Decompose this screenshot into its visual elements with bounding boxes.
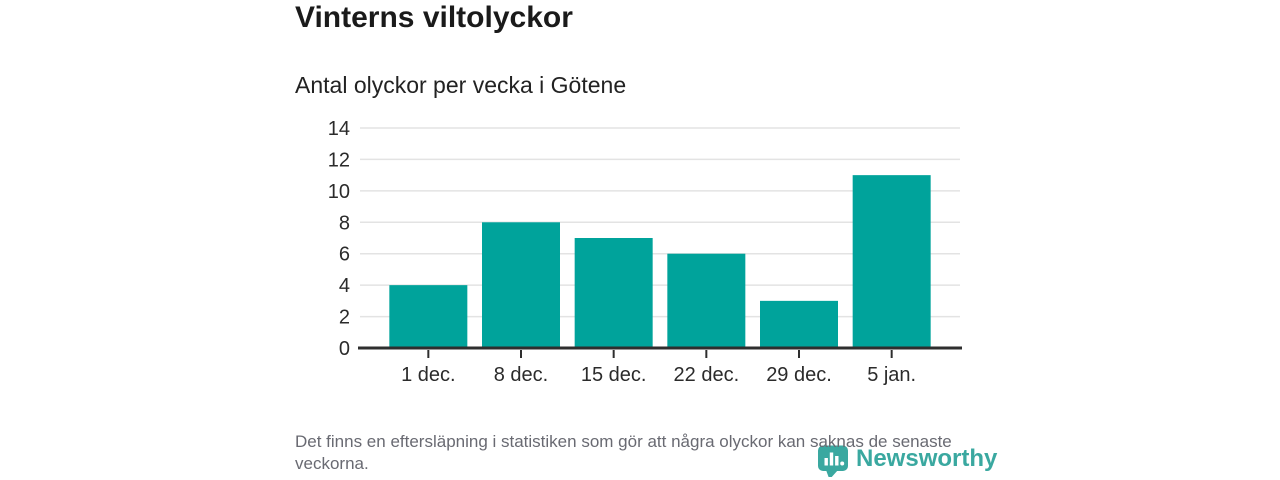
bar-5 jan. (852, 175, 931, 348)
x-tick-label: 29 dec. (766, 364, 832, 386)
y-tick-label: 6 (339, 244, 350, 266)
bar-8 dec. (482, 222, 560, 348)
bar-22 dec. (667, 253, 746, 348)
chart-title: Vinterns viltolyckor (295, 1, 573, 34)
y-tick-label: 10 (328, 181, 350, 203)
bar-chart-plot: 0 2 4 6 8 10 12 14 1 dec. 8 dec. 15 dec. 22 dec. 29 … (328, 118, 962, 386)
chart-subtitle: Antal olyckor per vecka i Götene (295, 72, 627, 98)
bar-15 dec. (574, 238, 653, 348)
x-tick-label: 8 dec. (494, 364, 548, 386)
newsworthy-logo-text: Newsworthy (856, 445, 998, 472)
bubble-tail (826, 470, 838, 477)
footer-note: Det finns en eftersläpning i statistiken… (295, 432, 952, 473)
newsworthy-bubble-bar-chart-icon (818, 445, 848, 477)
bar-1 dec. (389, 285, 468, 348)
x-tick-label: 15 dec. (581, 364, 647, 386)
chart-card: Vinterns viltolyckor Antal olyckor per v… (295, 0, 997, 480)
x-tick-label: 1 dec. (401, 364, 455, 386)
y-tick-label: 4 (339, 275, 350, 297)
y-tick-label: 0 (339, 338, 350, 360)
y-tick-label: 8 (339, 212, 350, 234)
y-tick-label: 2 (339, 307, 350, 329)
y-tick-label: 14 (328, 118, 350, 140)
x-tick-label: 5 jan. (867, 364, 916, 386)
x-tick-label: 22 dec. (674, 364, 740, 386)
y-tick-label: 12 (328, 149, 350, 171)
newsworthy-logo: Newsworthy (816, 443, 997, 477)
bar-29 dec. (760, 300, 838, 348)
